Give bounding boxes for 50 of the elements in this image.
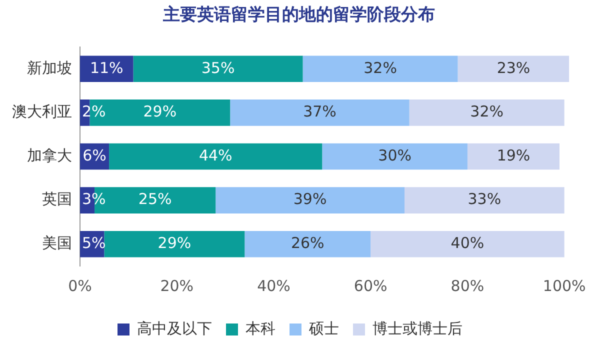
bar	[109, 143, 322, 170]
data-label: 25%	[138, 190, 172, 208]
data-label: 35%	[201, 58, 235, 77]
y-tick-label: 英国	[42, 190, 72, 208]
legend-label: 高中及以下	[137, 319, 212, 338]
data-label: 5%	[82, 234, 106, 252]
data-label: 32%	[470, 102, 504, 121]
y-tick-label: 澳大利亚	[12, 102, 72, 121]
data-label: 40%	[450, 234, 484, 252]
bar	[104, 230, 245, 258]
legend-label: 硕士	[308, 319, 339, 338]
bar	[409, 100, 564, 126]
bar	[458, 56, 570, 82]
data-label: 32%	[364, 58, 397, 77]
y-tick-label: 新加坡	[27, 58, 72, 77]
data-label: 6%	[82, 146, 106, 164]
data-label: 11%	[90, 58, 124, 77]
legend-label: 博士或博士后	[372, 319, 462, 338]
data-label: 37%	[303, 102, 336, 121]
data-label: 29%	[143, 102, 177, 121]
bar	[370, 230, 564, 258]
data-label: 23%	[496, 58, 530, 77]
x-tick-label: 40%	[257, 276, 290, 295]
bar	[216, 187, 405, 214]
data-label: 2%	[82, 102, 106, 121]
x-tick-label: 80%	[450, 276, 484, 295]
data-label: 30%	[378, 146, 412, 164]
x-tick-label: 20%	[160, 276, 194, 295]
bar	[230, 100, 410, 126]
y-tick-label: 美国	[42, 234, 72, 252]
bar	[133, 56, 303, 82]
data-label: 44%	[198, 146, 232, 164]
chart-title: 主要英语留学目的地的留学阶段分布	[162, 4, 436, 27]
bar	[467, 143, 560, 170]
x-tick-label: 60%	[354, 276, 388, 295]
x-tick-label: 0%	[68, 276, 92, 295]
bar	[302, 56, 458, 82]
y-tick-label: 加拿大	[27, 146, 72, 164]
bar	[244, 230, 371, 258]
legend-label: 本科	[246, 319, 276, 338]
data-label: 19%	[496, 146, 530, 164]
data-label: 3%	[82, 190, 106, 208]
bar	[404, 187, 564, 214]
data-label: 29%	[158, 234, 192, 252]
bar	[322, 143, 468, 170]
x-tick-label: 100%	[542, 276, 586, 295]
data-label: 39%	[293, 190, 327, 208]
data-label: 33%	[468, 190, 502, 208]
data-label: 26%	[290, 234, 324, 252]
bar	[80, 56, 134, 82]
